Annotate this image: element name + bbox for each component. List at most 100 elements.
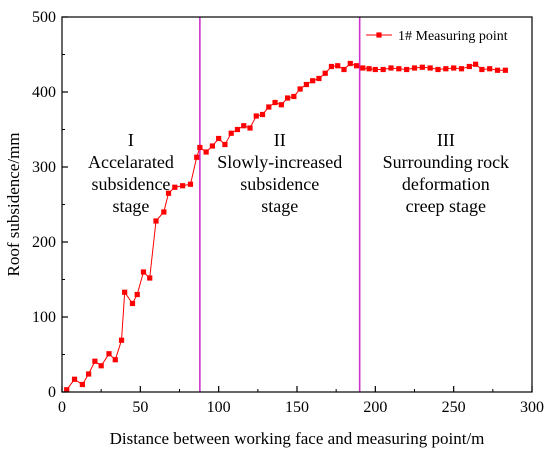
data-point: [419, 64, 425, 70]
data-point: [106, 351, 112, 357]
stage-label-line: II: [274, 130, 286, 150]
y-tick-label: 500: [32, 9, 56, 26]
data-point: [194, 154, 200, 160]
data-point: [360, 65, 366, 71]
data-point: [435, 66, 441, 73]
data-point: [209, 143, 215, 149]
data-point: [241, 123, 247, 129]
x-tick-label: 250: [442, 399, 466, 416]
data-point: [98, 363, 104, 369]
data-point: [328, 63, 335, 70]
data-point: [380, 66, 386, 73]
legend: 1# Measuring point: [366, 29, 508, 44]
data-point: [502, 67, 508, 73]
data-point: [203, 149, 209, 155]
stage-label-line: deformation: [402, 174, 490, 194]
data-point: [140, 269, 147, 275]
data-point: [466, 63, 472, 70]
data-point: [297, 86, 303, 92]
data-point: [372, 66, 378, 73]
stage-label-line: subsidence: [240, 174, 319, 194]
data-point: [216, 135, 222, 142]
series-line: [66, 62, 506, 391]
y-tick-label: 0: [48, 384, 56, 401]
data-point: [427, 65, 433, 71]
data-point: [404, 66, 410, 73]
x-tick-label: 300: [520, 399, 544, 416]
data-point: [341, 66, 347, 73]
data-point: [443, 66, 449, 72]
stage-labels: IAccelaratedsubsidencestageIISlowly-incr…: [88, 130, 509, 216]
data-point: [479, 66, 485, 73]
y-tick-label: 400: [32, 84, 56, 101]
data-point: [79, 381, 85, 388]
x-tick-label: 50: [132, 399, 148, 416]
data-point: [64, 387, 70, 393]
stage-label-line: creep stage: [406, 196, 486, 216]
data-point: [278, 102, 284, 108]
data-point: [153, 218, 159, 224]
data-point: [494, 67, 501, 73]
y-tick-label: 200: [32, 234, 56, 251]
y-tick-label: 300: [32, 159, 56, 176]
stage-label-line: III: [437, 130, 455, 150]
data-point: [272, 99, 278, 106]
data-point: [222, 141, 228, 148]
data-point: [165, 190, 172, 196]
data-point: [411, 65, 418, 71]
x-tick-label: 0: [58, 399, 66, 416]
series-layer: [64, 60, 508, 393]
stage-label-line: stage: [261, 196, 298, 216]
legend-marker: [376, 32, 382, 38]
y-tick-label: 100: [32, 309, 56, 326]
data-point: [129, 300, 136, 307]
x-tick-label: 100: [207, 399, 231, 416]
data-point: [71, 376, 78, 382]
data-point: [112, 357, 118, 363]
stage-dividers: [199, 17, 361, 392]
data-point: [310, 78, 316, 84]
stage-label-line: Accelarated: [88, 152, 174, 172]
y-axis-title: Roof subsidence/mm: [4, 132, 23, 276]
data-point: [197, 144, 203, 151]
axes: 0 50 100 150 200 250 300 0 100 200 300 400 500: [32, 9, 544, 416]
x-tick-label: 200: [363, 399, 387, 416]
stage-label-line: subsidence: [91, 174, 170, 194]
data-point: [353, 63, 360, 69]
data-point: [247, 125, 253, 131]
data-point: [187, 181, 194, 187]
data-point: [335, 63, 341, 69]
data-point: [316, 75, 322, 82]
data-point: [458, 66, 465, 72]
data-point: [347, 60, 353, 67]
data-point: [366, 66, 372, 72]
data-point: [451, 65, 457, 71]
data-point: [266, 104, 272, 110]
data-point: [172, 184, 178, 190]
data-point: [259, 111, 266, 118]
x-tick-label: 150: [285, 399, 309, 416]
data-point: [180, 183, 186, 189]
data-point: [291, 93, 297, 100]
data-point: [134, 291, 140, 298]
data-point: [487, 66, 493, 72]
data-point: [388, 65, 394, 71]
stage-label-line: I: [128, 130, 134, 150]
data-point: [86, 371, 92, 377]
data-point: [473, 61, 479, 67]
data-point: [396, 66, 402, 72]
data-point: [161, 209, 167, 215]
data-point: [234, 126, 241, 133]
data-point: [147, 275, 153, 281]
data-point: [92, 358, 98, 364]
data-point: [322, 70, 328, 76]
data-point: [122, 289, 128, 295]
data-point: [253, 113, 259, 119]
legend-label: 1# Measuring point: [398, 29, 508, 44]
data-point: [118, 337, 125, 343]
stage-label-line: Surrounding rock: [383, 152, 509, 172]
